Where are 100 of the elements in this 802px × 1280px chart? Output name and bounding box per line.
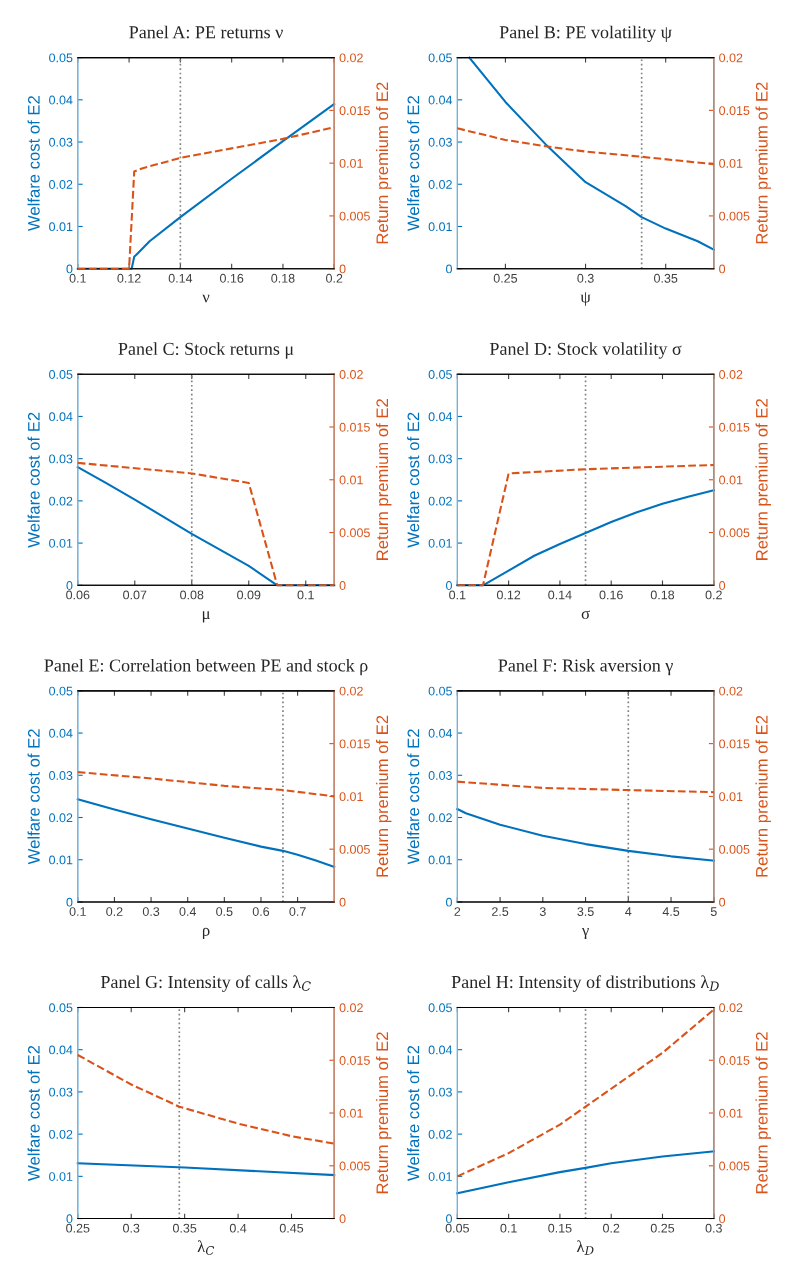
- y-tick-label: 0.03: [49, 771, 73, 780]
- y-tick-label: 0.03: [49, 137, 73, 147]
- x-tick-label: 0.18: [650, 590, 675, 600]
- line-series: [456, 780, 715, 794]
- x-tick-label: 0.25: [493, 273, 518, 283]
- x-tick-label: 0.6: [252, 907, 270, 916]
- y2-axis-title: Return premium of E2: [375, 715, 392, 877]
- x-tick-label: 0.1: [449, 590, 466, 600]
- y2-tick-label: 0: [719, 1214, 726, 1224]
- x-tick-label: 0.2: [326, 273, 343, 283]
- y2-tick-label: 0.02: [339, 686, 363, 696]
- y2-axis-title: Return premium of E2: [375, 399, 392, 560]
- x-tick-label: 0.35: [654, 273, 678, 283]
- x-tick-label: 4: [625, 907, 632, 916]
- x-tick-label: 0.14: [168, 273, 193, 283]
- y-tick-label: 0.04: [428, 412, 453, 422]
- y-tick-label: 0.05: [428, 1003, 452, 1013]
- x-axis-title: ρ: [202, 927, 210, 940]
- y2-tick-label: 0.02: [719, 370, 743, 379]
- x-tick-label: 0.4: [229, 1223, 247, 1233]
- y2-tick-label: 0.02: [339, 53, 363, 63]
- chart-title: Panel D: Stock volatility σ: [489, 342, 682, 359]
- x-tick-label: 5: [710, 907, 717, 916]
- y2-axis-title: Return premium of E2: [755, 715, 772, 877]
- y-tick-label: 0: [66, 264, 73, 274]
- y2-tick-label: 0.01: [719, 475, 743, 485]
- y-tick-label: 0.02: [428, 180, 452, 189]
- x-tick-label: 0.3: [123, 1223, 140, 1233]
- y2-tick-label: 0.015: [339, 739, 370, 749]
- x-tick-label: 0.2: [106, 907, 123, 916]
- y-tick-label: 0.03: [428, 771, 452, 780]
- y2-tick-label: 0.015: [339, 106, 370, 116]
- y2-tick-label: 0: [339, 581, 346, 590]
- y-tick-label: 0.03: [49, 1087, 73, 1097]
- x-tick-label: 0.18: [271, 273, 295, 283]
- line-series: [76, 798, 336, 868]
- y-tick-label: 0: [66, 897, 73, 907]
- y-tick-label: 0.01: [49, 855, 73, 865]
- y-tick-label: 0.02: [428, 496, 452, 506]
- x-tick-label: 0.7: [289, 907, 306, 916]
- y2-tick-label: 0: [719, 897, 726, 907]
- y-tick-label: 0.01: [49, 538, 73, 548]
- chart-title: Panel C: Stock returns μ: [118, 342, 294, 359]
- y2-tick-label: 0.01: [719, 1108, 743, 1118]
- y-axis-title: Welfare cost of E2: [407, 1045, 420, 1181]
- y2-tick-label: 0.02: [719, 686, 743, 696]
- y2-tick-label: 0.02: [339, 370, 363, 379]
- y-tick-label: 0.04: [428, 95, 453, 105]
- x-axis-title: λ$_{C}$: [197, 1240, 215, 1255]
- y2-tick-label: 0.015: [719, 1056, 750, 1065]
- y2-tick-label: 0.02: [339, 1003, 363, 1013]
- y-tick-label: 0.05: [428, 370, 452, 379]
- x-tick-label: 0.2: [705, 590, 722, 600]
- y-tick-label: 0.03: [49, 454, 73, 464]
- y2-axis-title: Return premium of E2: [755, 82, 772, 244]
- y2-tick-label: 0.005: [719, 211, 750, 221]
- y-tick-label: 0.01: [49, 222, 73, 232]
- x-axis-title: μ: [202, 611, 210, 623]
- x-tick-label: 3: [539, 907, 546, 916]
- chart-title: Panel A: PE returns ν: [129, 25, 283, 39]
- x-tick-label: 0.25: [66, 1223, 90, 1233]
- y-tick-label: 0.05: [49, 53, 73, 63]
- x-tick-label: 0.16: [599, 590, 623, 600]
- x-axis-title: γ: [581, 927, 589, 940]
- y-tick-label: 0.01: [428, 538, 452, 548]
- y2-tick-label: 0.01: [339, 158, 363, 168]
- y2-axis-title: Return premium of E2: [755, 1032, 772, 1194]
- x-tick-label: 0.45: [279, 1223, 304, 1233]
- y-axis-title: Welfare cost of E2: [407, 729, 420, 865]
- x-axis-title: ψ: [580, 292, 591, 306]
- y-tick-label: 0.05: [428, 53, 452, 63]
- x-tick-label: 2: [454, 907, 461, 916]
- y-tick-label: 0: [446, 264, 452, 274]
- y-tick-label: 0.02: [49, 496, 73, 506]
- x-tick-label: 0.06: [66, 590, 90, 600]
- y-tick-label: 0.03: [428, 137, 452, 147]
- chart-title: Panel E: Correlation between PE and stock ρ: [44, 658, 368, 676]
- y2-axis-title: Return premium of E2: [375, 82, 392, 244]
- x-tick-label: 0.12: [117, 273, 141, 283]
- y2-tick-label: 0: [339, 897, 346, 907]
- x-axis-title: σ: [581, 610, 590, 620]
- y-tick-label: 0.04: [428, 728, 453, 738]
- x-tick-label: 0.07: [123, 590, 147, 600]
- y2-tick-label: 0.015: [339, 1056, 370, 1065]
- y-axis-title: Welfare cost of E2: [407, 96, 420, 231]
- x-tick-label: 0.12: [496, 590, 521, 600]
- y2-tick-label: 0.005: [339, 528, 370, 538]
- y-tick-label: 0: [66, 1214, 73, 1224]
- line-series: [456, 1150, 715, 1195]
- y-tick-label: 0.03: [428, 1087, 452, 1097]
- line-series: [468, 56, 715, 251]
- y2-tick-label: 0.01: [719, 792, 743, 802]
- x-tick-label: 0.08: [180, 590, 204, 600]
- y2-tick-label: 0.015: [719, 422, 750, 432]
- y-tick-label: 0.04: [49, 728, 73, 738]
- y2-tick-label: 0.01: [719, 158, 743, 168]
- y-tick-label: 0: [446, 581, 452, 590]
- x-tick-label: 0.3: [577, 273, 594, 283]
- y-tick-label: 0: [66, 581, 73, 590]
- x-tick-label: 0.1: [69, 907, 86, 916]
